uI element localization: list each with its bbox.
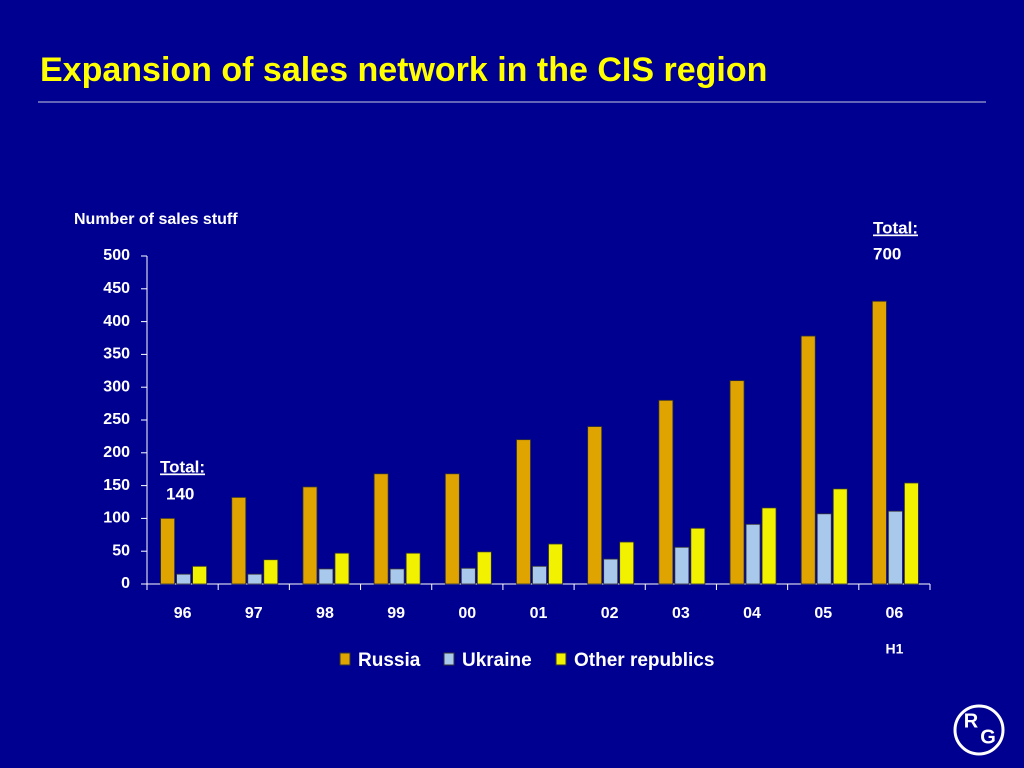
legend-swatch [339,652,351,666]
x-tick-label: 06 [886,605,904,622]
logo: R G [953,704,1005,756]
bar [729,380,745,585]
bar [302,486,318,585]
bar [548,543,563,585]
y-tick-label: 50 [112,542,130,559]
bar [745,523,761,585]
bar [516,439,531,585]
legend-label: Other republics [574,650,714,671]
bar [373,473,389,585]
y-tick-label: 300 [103,378,130,395]
logo-letter: G [980,726,996,748]
bar [247,573,263,585]
legend-label: Russia [358,650,421,671]
bar [231,497,247,585]
logo-ring [953,704,1005,756]
category-note: H1 [885,641,903,657]
slide-title: Expansion of sales network in the CIS re… [40,51,767,89]
annotation-value: 700 [873,244,901,263]
bar [263,559,279,585]
x-tick-label: 96 [174,605,192,622]
y-tick-label: 500 [103,247,130,264]
bar [405,552,421,585]
bar [587,426,603,585]
y-tick-label: 350 [103,346,130,363]
bar [832,488,848,585]
annotation-label: Total: [873,218,918,237]
bar [658,399,674,585]
annotation-label: Total: [160,457,205,476]
y-tick-label: 400 [103,313,130,330]
bar [476,551,492,585]
bar [176,573,191,585]
y-axis-label: Number of sales stuff [74,211,238,228]
bar [603,558,619,585]
x-tick-label: 05 [814,605,832,622]
bar [904,482,919,585]
y-tick-label: 250 [103,411,130,428]
bar [816,513,832,585]
y-tick-label: 0 [121,575,130,592]
bar [888,510,903,585]
bar [800,335,816,585]
y-tick-label: 100 [103,510,130,527]
bar [318,568,334,585]
x-tick-label: 04 [743,605,761,622]
bar [192,565,207,585]
y-tick-label: 200 [103,444,130,461]
y-tick-label: 450 [103,280,130,297]
bar [690,527,706,585]
bar [674,546,690,585]
bar [389,568,405,585]
x-tick-label: 97 [245,605,263,622]
legend-swatch [555,652,567,666]
x-tick-label: 00 [458,605,476,622]
y-tick-label: 150 [103,477,130,494]
x-tick-label: 99 [387,605,405,622]
x-tick-label: 01 [530,605,548,622]
bar [532,565,547,585]
legend-label: Ukraine [462,650,532,671]
bar [160,518,175,585]
x-tick-label: 02 [601,605,619,622]
x-tick-label: 03 [672,605,690,622]
legend-swatch [443,652,455,666]
bar [761,507,777,585]
bar [460,567,476,585]
annotation-value: 140 [166,484,194,503]
bar [872,300,887,585]
logo-letter: R [964,710,979,732]
bar [619,541,635,585]
bar [334,552,350,585]
bar [444,473,460,585]
x-tick-label: 98 [316,605,334,622]
